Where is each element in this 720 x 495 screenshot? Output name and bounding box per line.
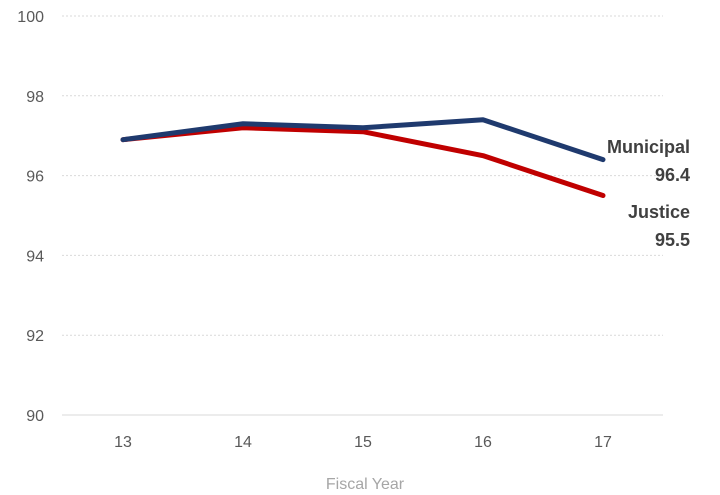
series-name-label-municipal: Municipal (607, 137, 690, 157)
x-tick-label: 16 (474, 434, 492, 451)
series-lines (120, 117, 606, 199)
y-tick-label: 90 (26, 408, 44, 425)
series-line-justice (120, 125, 606, 199)
y-tick-label: 94 (26, 248, 44, 265)
grid-lines (62, 15, 663, 416)
x-axis-title: Fiscal Year (326, 476, 405, 493)
x-tick-label: 14 (234, 434, 252, 451)
x-tick-label: 17 (594, 434, 612, 451)
x-axis-ticks: 13 14 15 16 17 (114, 434, 612, 451)
y-tick-label: 98 (26, 89, 44, 106)
series-name-label-justice: Justice (628, 202, 690, 222)
y-axis-ticks: 90 92 94 96 98 100 (17, 9, 44, 425)
y-tick-label: 96 (26, 169, 44, 186)
series-line-municipal (120, 117, 606, 163)
series-end-labels: Municipal 96.4 Justice 95.5 (607, 137, 690, 250)
series-value-label-municipal: 96.4 (655, 165, 690, 185)
series-value-label-justice: 95.5 (655, 230, 690, 250)
x-tick-label: 15 (354, 434, 372, 451)
x-tick-label: 13 (114, 434, 132, 451)
y-tick-label: 100 (17, 9, 44, 26)
y-tick-label: 92 (26, 328, 44, 345)
